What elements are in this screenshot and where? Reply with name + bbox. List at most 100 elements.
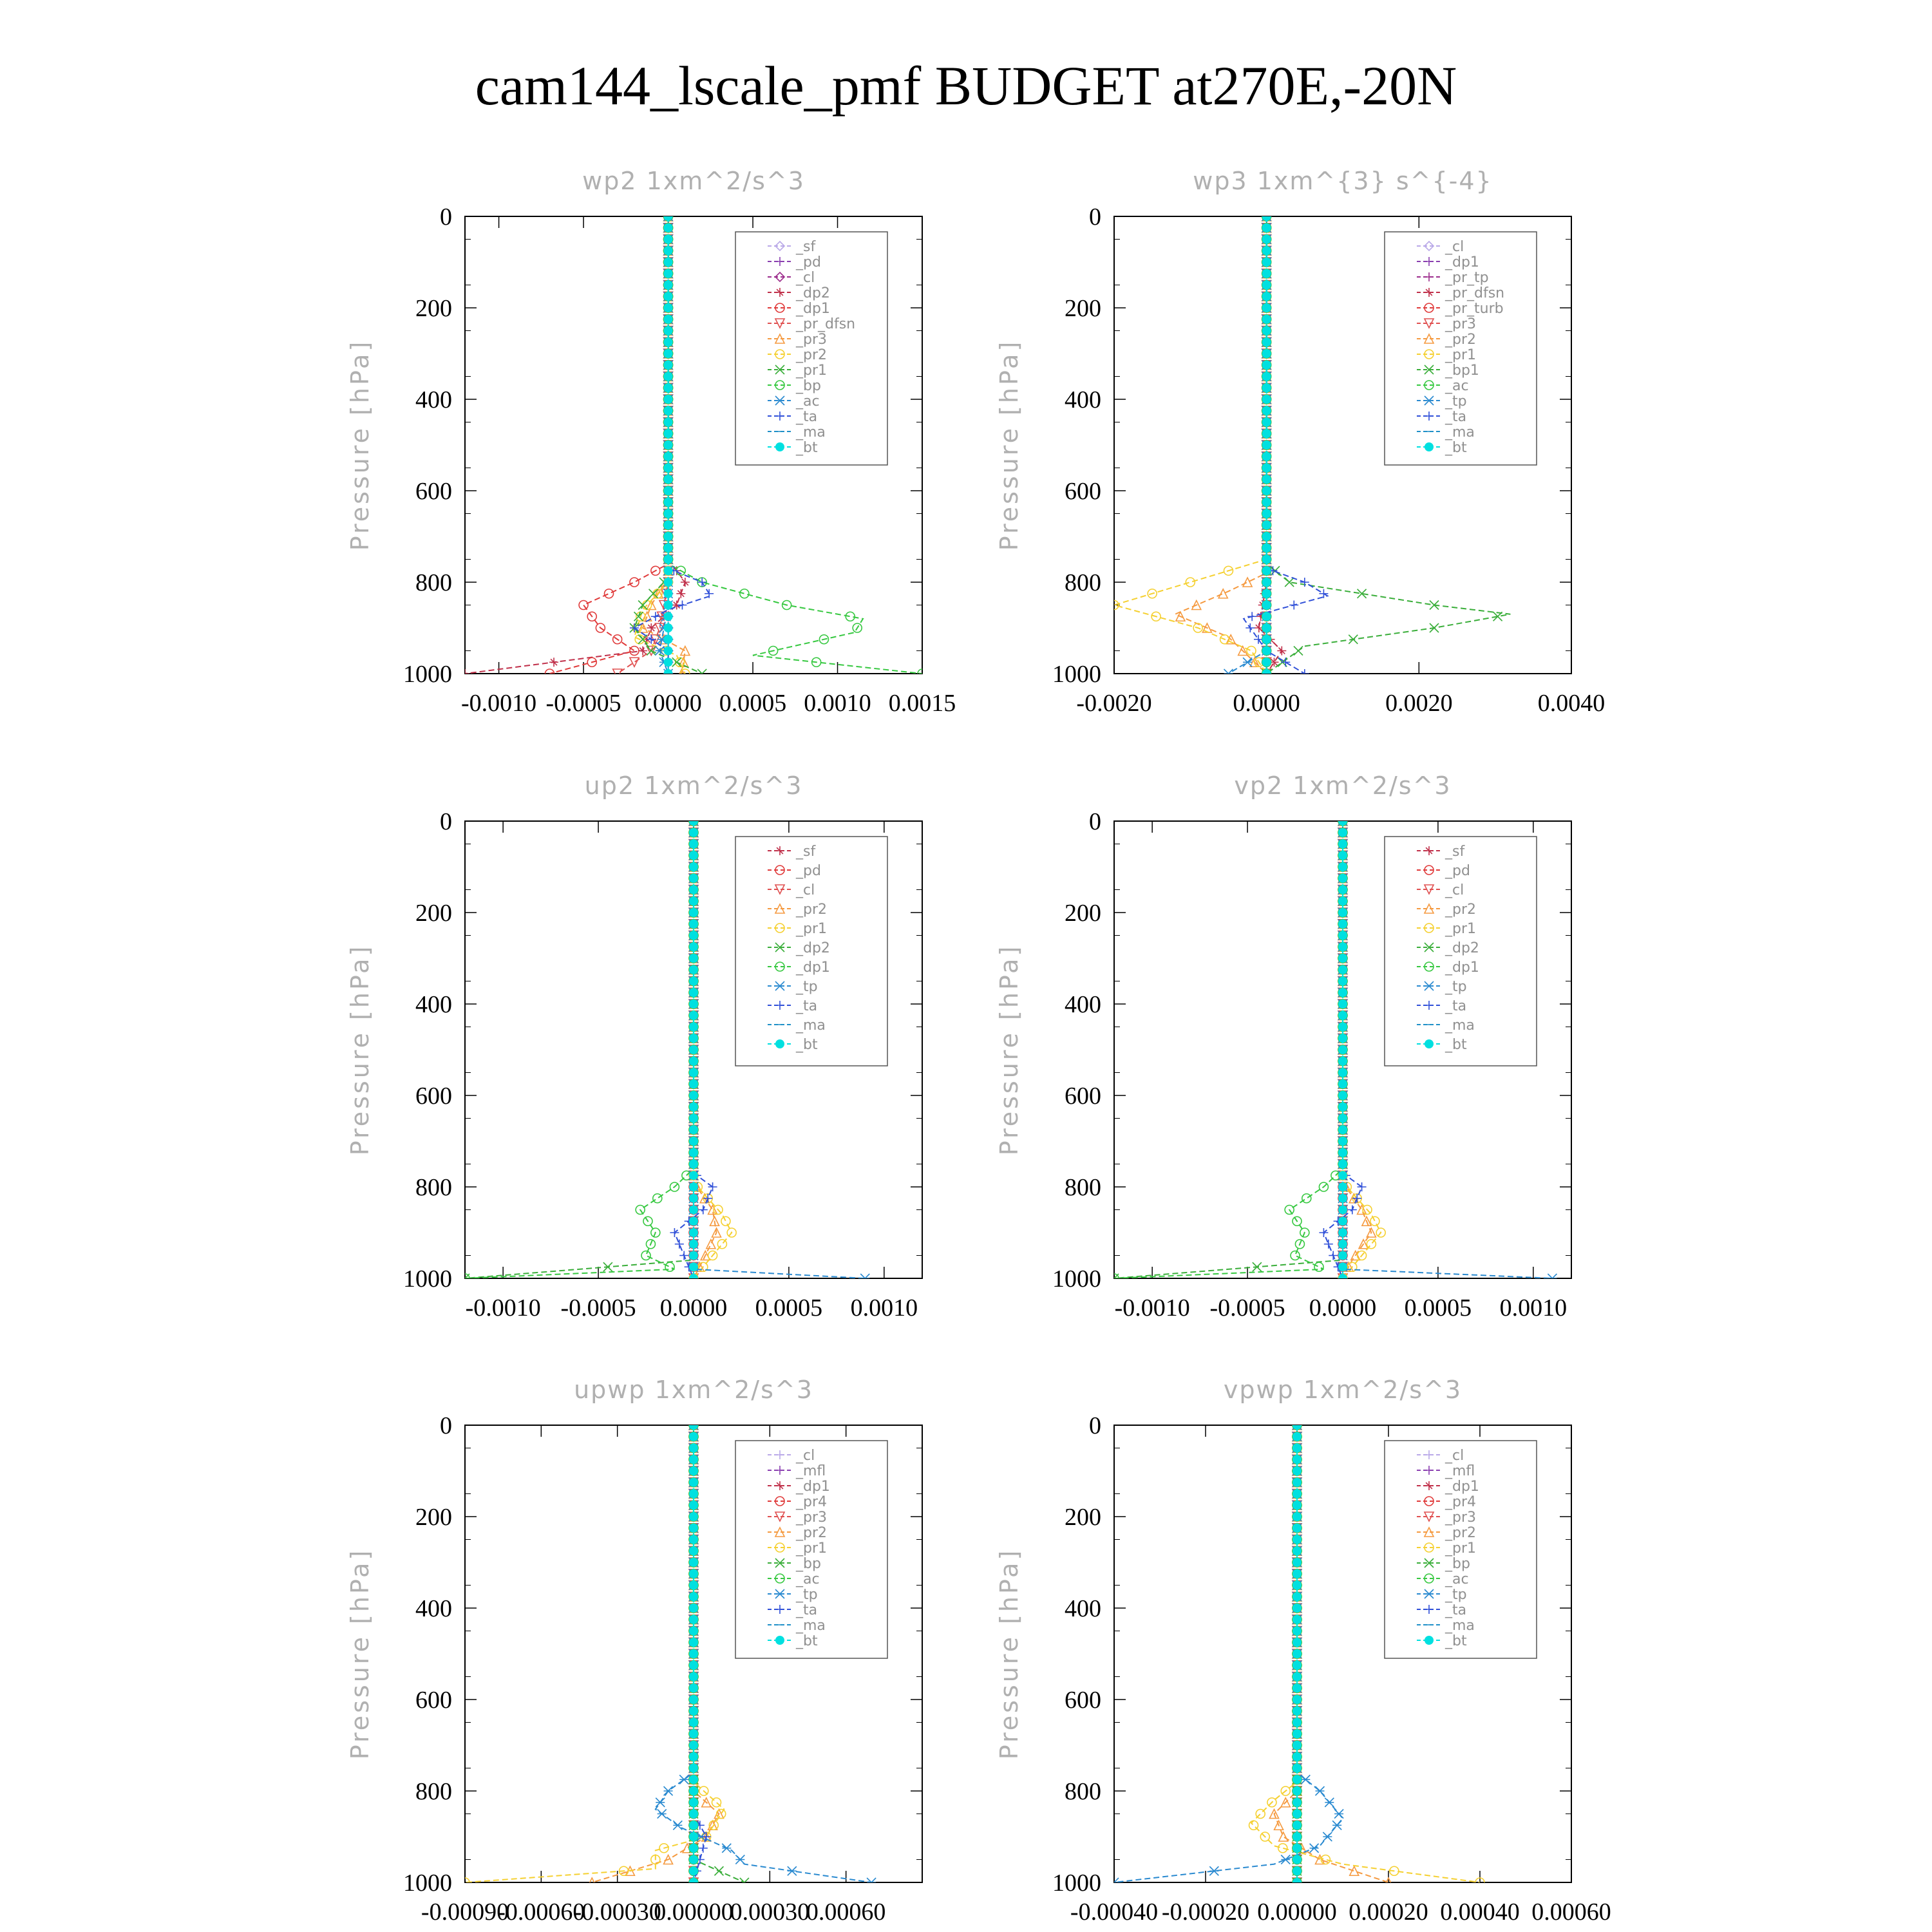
series-marker <box>1338 954 1347 963</box>
legend-label: _ta <box>1444 998 1466 1014</box>
legend-entry: _pr2 <box>768 1525 827 1541</box>
legend-label: _ma <box>1444 1618 1475 1634</box>
legend-box <box>735 836 888 1066</box>
x-tick-label: 0.00060 <box>1531 1899 1611 1926</box>
y-tick-label: 200 <box>1065 295 1101 322</box>
series-marker <box>629 657 640 668</box>
legend-entry: _ta <box>768 409 817 425</box>
series-marker <box>1293 1706 1302 1716</box>
legend-label: _mfl <box>1444 1463 1475 1479</box>
series-marker <box>663 383 673 393</box>
x-tick-label: 0.0005 <box>719 690 787 717</box>
series-marker <box>689 1638 698 1647</box>
series-marker <box>1293 1866 1302 1876</box>
series-marker <box>1338 942 1347 952</box>
series-marker <box>648 589 659 599</box>
series-marker <box>1223 668 1234 674</box>
series-marker <box>1293 1729 1302 1739</box>
legend-marker <box>775 846 784 855</box>
legend-label: _ma <box>795 424 826 440</box>
y-axis-label: Pressure [hPa] <box>346 1548 374 1760</box>
series-marker <box>670 1228 679 1237</box>
series-marker <box>663 280 673 290</box>
legend-entry: _pr_dfsn <box>768 316 855 332</box>
series-marker <box>698 1205 708 1215</box>
legend-entry: _dp1 <box>1417 960 1479 976</box>
y-tick-label: 1000 <box>403 1265 452 1293</box>
series-marker <box>629 623 639 632</box>
series-marker <box>1293 1843 1302 1853</box>
series-marker <box>1293 1501 1302 1510</box>
series-marker <box>1293 1580 1302 1590</box>
legend-entry: _bp <box>768 378 821 394</box>
series-marker <box>787 1866 797 1876</box>
panel-title: wp3 1xm^{3} s^{-4} <box>1193 167 1492 195</box>
series-marker <box>1309 1843 1320 1853</box>
series-marker <box>1262 543 1271 553</box>
series-marker <box>689 1729 698 1739</box>
series-marker <box>1114 600 1119 611</box>
series-marker <box>1338 965 1347 974</box>
x-tick-label: 0.0005 <box>755 1294 823 1321</box>
legend-entry: _pr2 <box>1417 332 1476 348</box>
y-tick-label: 1000 <box>1052 1265 1101 1293</box>
x-tick-label: 0.0020 <box>1385 690 1453 717</box>
series-marker <box>689 885 698 895</box>
legend-label: _cl <box>1444 1448 1464 1464</box>
series-marker <box>612 634 623 645</box>
series-marker <box>680 578 690 587</box>
series-marker <box>689 1125 698 1135</box>
series-marker <box>689 1660 698 1670</box>
legend-label: _ac <box>795 1571 820 1587</box>
legend-label: _cl <box>795 270 815 286</box>
x-tick-label: -0.0010 <box>461 690 536 717</box>
y-tick-label: 600 <box>415 1687 452 1714</box>
legend-marker <box>1424 303 1434 313</box>
series-marker <box>663 440 673 450</box>
series-marker <box>689 1649 698 1658</box>
legend-label: _bt <box>1444 1633 1467 1649</box>
series-marker <box>819 634 829 645</box>
series-marker <box>650 612 660 621</box>
series-marker <box>689 1706 698 1716</box>
series-marker <box>1338 1113 1347 1123</box>
legend: _cl_dp1_pr_tp_pr_dfsn_pr_turb_pr3_pr2_pr… <box>1384 231 1537 466</box>
legend-label: _pr_turb <box>1444 301 1504 317</box>
chart-panel-5: upwp 1xm^2/s^3 Pressure [hPa] 0 200 400 600 80… <box>346 1376 923 1926</box>
legend-entry: _tp <box>768 979 818 995</box>
legend-entry: _ta <box>1417 998 1466 1014</box>
series-marker <box>1262 440 1271 450</box>
series-marker <box>1246 645 1256 656</box>
series-marker <box>652 1193 663 1204</box>
series-marker <box>1277 646 1287 656</box>
y-tick-label: 400 <box>415 1595 452 1622</box>
series-bt <box>1293 1425 1302 1882</box>
series-marker <box>1293 645 1303 656</box>
series-marker <box>689 1239 698 1249</box>
legend-marker <box>1425 288 1434 297</box>
series-marker <box>1293 1718 1302 1727</box>
legend-marker <box>1424 1589 1434 1599</box>
series-marker <box>655 1797 665 1808</box>
series-marker <box>689 1010 698 1020</box>
chart-panel-6: vpwp 1xm^2/s^3 Pressure [hPa] 0 200 400 600 80… <box>995 1376 1611 1926</box>
legend-label: _pr1 <box>795 921 827 937</box>
legend-marker <box>775 1573 785 1584</box>
legend-entry: _ac <box>1417 378 1469 394</box>
legend-marker <box>1424 349 1434 359</box>
legend-entry: _dp1 <box>768 1479 830 1495</box>
legend-marker <box>1424 865 1434 875</box>
series-marker <box>1262 303 1271 312</box>
legend-label: _dp1 <box>1444 960 1479 976</box>
series-marker <box>1262 246 1271 256</box>
series-marker <box>1223 565 1234 576</box>
series-marker <box>637 622 649 633</box>
series-marker <box>1262 216 1271 221</box>
series-marker <box>1357 589 1367 599</box>
series-marker <box>1262 486 1271 495</box>
x-tick-label: 0.00000 <box>1257 1899 1337 1926</box>
legend-marker <box>774 271 786 283</box>
series-marker <box>633 611 644 621</box>
series-marker <box>1253 634 1263 644</box>
series-marker <box>1338 1056 1347 1066</box>
